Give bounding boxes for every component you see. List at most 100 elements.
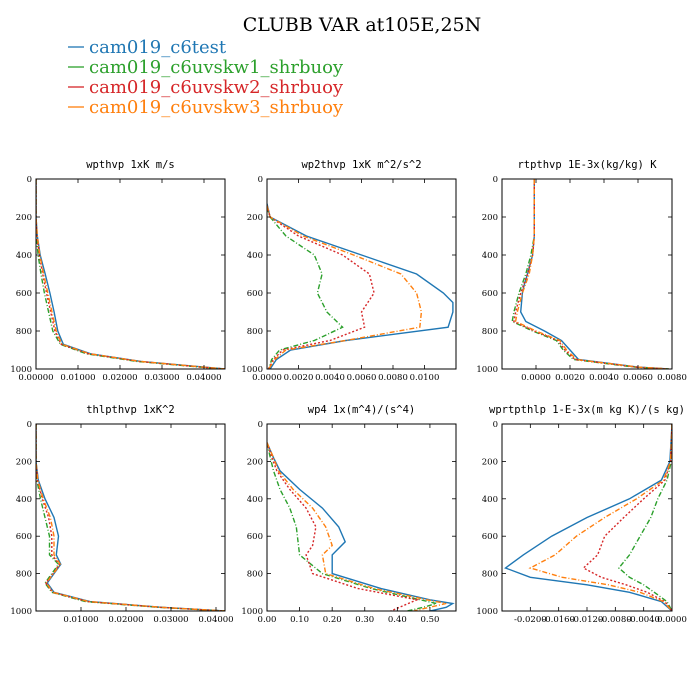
- y-tick-label: 200: [482, 213, 498, 223]
- x-tick-label: -0.0120: [571, 615, 604, 625]
- series-line: [267, 442, 420, 611]
- chart-panel: wprtpthlp 1-E-3x(m kg K)/(s kg) 0 200 400 60…: [476, 404, 687, 625]
- x-tick-label: 0.0100: [410, 373, 440, 383]
- x-tick-label: 0.0000: [521, 373, 551, 383]
- y-tick-label: 600: [482, 532, 498, 542]
- chart-panel: wp2thvp 1xK m^2/s^2020040060080010000.00…: [241, 159, 457, 383]
- series-line: [267, 203, 454, 369]
- x-tick-label: 0.01000: [60, 373, 95, 383]
- plot-frame: [501, 178, 673, 370]
- series-line: [36, 179, 225, 369]
- x-tick-label: 0.03000: [153, 615, 188, 625]
- y-tick-label: 400: [16, 251, 32, 261]
- series-line: [511, 179, 669, 369]
- series-line: [267, 442, 447, 611]
- y-tick-label: 0: [27, 420, 32, 430]
- series-line: [36, 424, 225, 611]
- legend-entry-label: cam019_c6uvskw2_shrbuoy: [89, 77, 344, 98]
- series-line: [514, 179, 669, 369]
- series-line: [267, 205, 423, 369]
- y-tick-label: 600: [482, 289, 498, 299]
- x-tick-label: 0.00000: [18, 373, 53, 383]
- y-tick-label: 800: [247, 327, 263, 337]
- series-line: [267, 442, 440, 611]
- legend-entry-label: cam019_c6test: [89, 37, 227, 58]
- y-tick-label: 600: [247, 532, 263, 542]
- y-tick-label: 1000: [476, 365, 498, 375]
- series-line: [36, 424, 225, 611]
- y-tick-label: 0: [27, 175, 32, 185]
- series-line: [519, 179, 669, 369]
- y-tick-label: 1000: [241, 607, 263, 617]
- x-tick-label: 0.40: [388, 615, 407, 625]
- x-tick-label: 0.30: [355, 615, 374, 625]
- panel-title: wp4 1x(m^4)/(s^4): [308, 404, 415, 416]
- y-tick-label: 800: [16, 570, 32, 580]
- y-tick-label: 0: [258, 420, 263, 430]
- y-tick-label: 200: [16, 457, 32, 467]
- y-tick-label: 0: [493, 420, 498, 430]
- series-line: [36, 179, 225, 369]
- x-tick-label: 0.0000: [252, 373, 282, 383]
- y-tick-label: 800: [482, 327, 498, 337]
- y-tick-label: 400: [16, 495, 32, 505]
- y-tick-label: 0: [258, 175, 263, 185]
- y-tick-label: 1000: [10, 607, 32, 617]
- series-line: [36, 424, 225, 611]
- legend-entry-label: cam019_c6uvskw1_shrbuoy: [89, 57, 344, 78]
- series-line: [36, 179, 225, 369]
- panel-title: wprtpthlp 1-E-3x(m kg K)/(s kg): [489, 404, 685, 416]
- series-line: [504, 424, 672, 611]
- x-tick-label: 0.01000: [63, 615, 98, 625]
- x-tick-label: 0.00: [258, 615, 277, 625]
- series-line: [36, 179, 225, 369]
- panel-title: wp2thvp 1xK m^2/s^2: [301, 159, 421, 171]
- y-tick-label: 1000: [241, 365, 263, 375]
- y-tick-label: 400: [247, 251, 263, 261]
- y-tick-label: 200: [16, 213, 32, 223]
- x-tick-label: -0.0200: [514, 615, 547, 625]
- series-line: [267, 207, 344, 369]
- panel-title: thlpthvp 1xK^2: [86, 404, 175, 416]
- series-line: [267, 442, 455, 611]
- x-tick-label: 0.0020: [284, 373, 314, 383]
- x-tick-label: -0.0040: [627, 615, 660, 625]
- series-line: [513, 179, 669, 369]
- series-line: [528, 424, 672, 611]
- x-tick-label: 0.03000: [144, 373, 179, 383]
- x-tick-label: 0.0040: [315, 373, 345, 383]
- x-tick-label: 0.04000: [186, 373, 221, 383]
- y-tick-label: 800: [482, 570, 498, 580]
- panel-title: rtpthvp 1E-3x(kg/kg) K: [517, 159, 657, 171]
- x-tick-label: 0.50: [420, 615, 439, 625]
- x-tick-label: 0.20: [323, 615, 342, 625]
- y-tick-label: 1000: [10, 365, 32, 375]
- plot-frame: [266, 178, 457, 370]
- x-tick-label: 0.0020: [555, 373, 585, 383]
- x-tick-label: -0.0160: [542, 615, 575, 625]
- y-tick-label: 600: [16, 289, 32, 299]
- series-line: [617, 424, 672, 611]
- x-tick-label: 0.04000: [198, 615, 233, 625]
- y-tick-label: 600: [16, 532, 32, 542]
- series-line: [582, 424, 672, 611]
- y-tick-label: 400: [247, 495, 263, 505]
- x-tick-label: 0.10: [290, 615, 309, 625]
- y-tick-label: 0: [493, 175, 498, 185]
- plot-frame: [35, 423, 226, 612]
- legend: cam019_c6testcam019_c6uvskw1_shrbuoycam0…: [68, 37, 344, 118]
- x-tick-label: 0.0080: [657, 373, 687, 383]
- y-tick-label: 200: [247, 457, 263, 467]
- x-tick-label: 0.02000: [102, 373, 137, 383]
- y-tick-label: 800: [247, 570, 263, 580]
- x-tick-label: 0.0040: [589, 373, 619, 383]
- plot-frame: [266, 423, 457, 612]
- y-tick-label: 1000: [476, 607, 498, 617]
- y-tick-label: 800: [16, 327, 32, 337]
- panel-title: wpthvp 1xK m/s: [86, 159, 175, 171]
- x-tick-label: 0.0080: [378, 373, 408, 383]
- series-line: [267, 205, 375, 369]
